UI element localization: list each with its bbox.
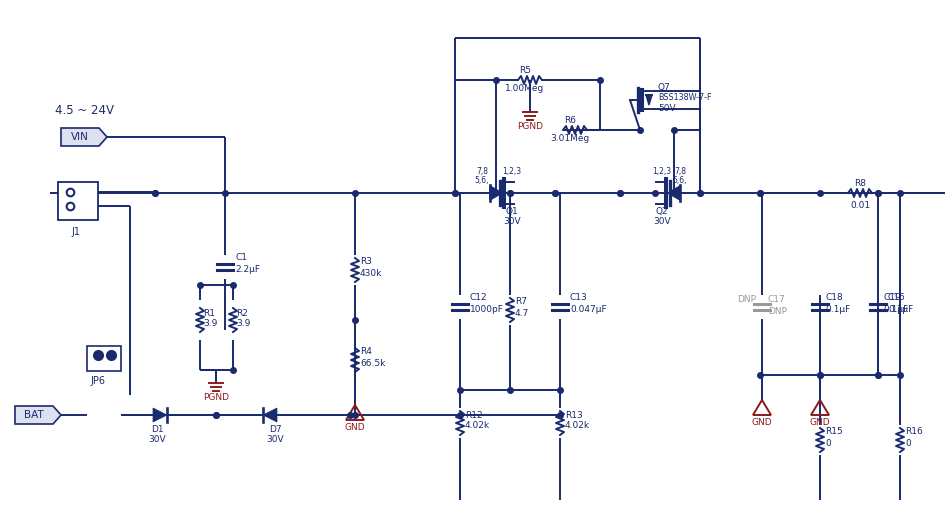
Text: 5,6,: 5,6, [475, 176, 489, 184]
Text: GND: GND [344, 423, 365, 432]
Text: 30V: 30V [266, 435, 283, 443]
Polygon shape [668, 186, 680, 200]
Text: R3: R3 [360, 258, 372, 267]
Text: 2.2μF: 2.2μF [235, 266, 260, 274]
Text: 50V: 50V [658, 103, 675, 112]
Text: C17: C17 [768, 296, 786, 304]
Text: VIN: VIN [71, 132, 89, 142]
Text: J1: J1 [71, 227, 81, 237]
Text: R5: R5 [519, 66, 531, 74]
Text: 0.047μF: 0.047μF [570, 304, 607, 314]
Text: BAT: BAT [24, 410, 44, 420]
Text: 66.5k: 66.5k [360, 358, 385, 367]
Text: 4.02k: 4.02k [465, 420, 490, 430]
Bar [58, 182, 98, 220]
Polygon shape [490, 186, 502, 200]
Text: 30V: 30V [148, 435, 165, 443]
Text: R12: R12 [465, 410, 482, 419]
Text: R13: R13 [565, 410, 583, 419]
Text: C1: C1 [235, 253, 247, 263]
Text: GND: GND [751, 418, 772, 427]
Text: R2: R2 [236, 308, 248, 318]
Text: JP6: JP6 [90, 376, 106, 386]
Text: R15: R15 [825, 428, 843, 437]
Text: 4.5 ~ 24V: 4.5 ~ 24V [55, 103, 114, 117]
Text: 1000pF: 1000pF [470, 304, 504, 314]
Text: 7,8: 7,8 [674, 166, 686, 176]
Text: 3.01Meg: 3.01Meg [551, 133, 590, 143]
Text: 0.1μF: 0.1μF [883, 304, 908, 314]
Text: Q2: Q2 [655, 207, 669, 215]
Text: PGND: PGND [203, 393, 229, 402]
Text: 0: 0 [825, 438, 831, 447]
Polygon shape [61, 128, 107, 146]
Text: 3.9: 3.9 [203, 319, 218, 327]
Text: 1,2,3: 1,2,3 [652, 166, 671, 176]
Text: 3.9: 3.9 [236, 319, 250, 327]
Bar [87, 346, 121, 371]
Text: 4.7: 4.7 [515, 308, 530, 318]
Text: DNP: DNP [768, 306, 787, 316]
Text: Q1: Q1 [506, 207, 518, 215]
Text: R6: R6 [564, 116, 576, 125]
Text: BSS138W-7-F: BSS138W-7-F [658, 93, 711, 101]
Text: 0: 0 [905, 438, 911, 447]
Text: D7: D7 [269, 425, 281, 434]
Text: C18: C18 [825, 294, 843, 302]
Text: 30V: 30V [503, 216, 521, 225]
Text: C19: C19 [883, 294, 901, 302]
Polygon shape [646, 95, 652, 105]
Text: GND: GND [809, 418, 830, 427]
Text: R4: R4 [360, 348, 372, 356]
Text: 30V: 30V [653, 216, 670, 225]
Text: 4.02k: 4.02k [565, 420, 591, 430]
Polygon shape [15, 406, 61, 424]
Text: R1: R1 [203, 308, 215, 318]
Text: R8: R8 [854, 179, 866, 187]
Text: 1.00Meg: 1.00Meg [505, 83, 545, 93]
Text: 0.1μF: 0.1μF [888, 304, 913, 314]
Text: PGND: PGND [517, 122, 543, 131]
Polygon shape [153, 408, 167, 422]
Text: DNP: DNP [737, 296, 756, 304]
Text: 0.1μF: 0.1μF [825, 304, 850, 314]
Text: 1,2,3: 1,2,3 [502, 166, 521, 176]
Text: 430k: 430k [360, 269, 382, 277]
Text: Q7: Q7 [658, 82, 670, 92]
Text: 5,6,: 5,6, [672, 176, 688, 184]
Text: C16: C16 [888, 294, 905, 302]
Text: C13: C13 [570, 294, 588, 302]
Text: D1: D1 [150, 425, 164, 434]
Text: R16: R16 [905, 428, 922, 437]
Text: 0.01: 0.01 [850, 201, 870, 210]
Text: R7: R7 [515, 297, 527, 306]
Text: C12: C12 [470, 294, 488, 302]
Polygon shape [263, 408, 277, 422]
Text: 7,8: 7,8 [476, 166, 488, 176]
